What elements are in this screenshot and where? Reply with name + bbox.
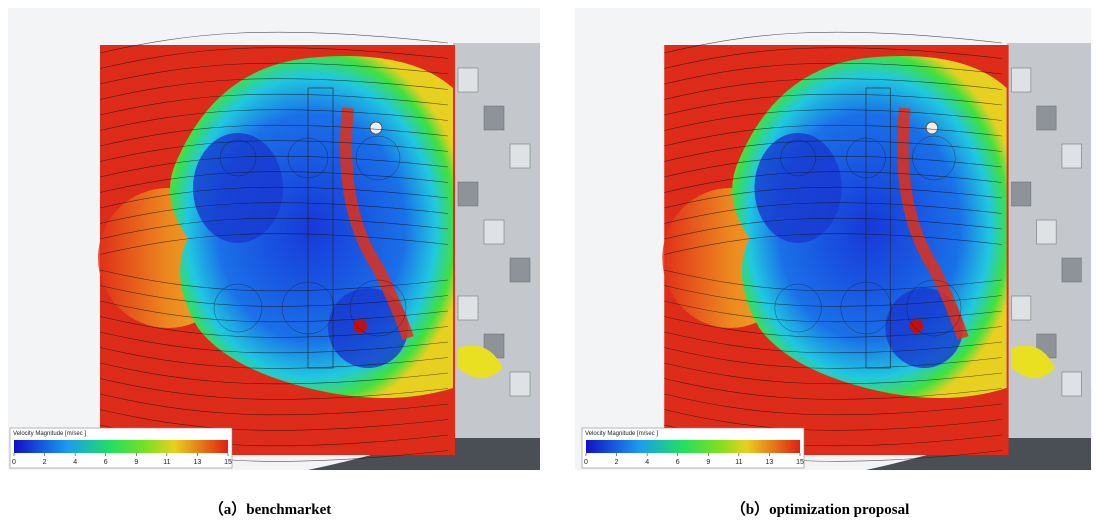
legend: Velocity Magnitude [m/sec ] 0 2 4 6 9 11 13 15 — [582, 428, 804, 468]
engine-part — [1062, 258, 1081, 282]
cfd-image — [8, 8, 540, 470]
engine-part — [1037, 106, 1056, 130]
engine-part — [458, 68, 478, 92]
cfd-image — [575, 8, 1091, 470]
engine-part — [458, 182, 478, 206]
tick-label: 6 — [676, 459, 680, 466]
legend: Velocity Magnitude [m/sec ] 0 2 4 6 9 11 13 15 — [10, 428, 232, 468]
sensor — [370, 122, 382, 134]
tick-label: 9 — [134, 459, 138, 466]
color-bar — [586, 440, 800, 453]
tick-label: 0 — [12, 459, 16, 466]
tick-label: 15 — [796, 459, 804, 466]
figure: Velocity Magnitude [m/sec ] 0 2 4 6 9 11 13 15 （a… — [0, 0, 1096, 524]
engine-part — [510, 144, 530, 168]
tick-label: 13 — [194, 459, 202, 466]
engine-part — [484, 106, 504, 130]
engine-part — [1012, 68, 1031, 92]
engine-part — [1037, 220, 1056, 244]
legend-title: Velocity Magnitude [m/sec ] — [13, 431, 86, 437]
sensor — [353, 319, 367, 333]
tick-label: 2 — [615, 459, 619, 466]
engine-part — [1062, 372, 1081, 396]
panels: Velocity Magnitude [m/sec ] 0 2 4 6 9 11 13 15 （a… — [8, 8, 1091, 518]
color-bar — [14, 440, 228, 453]
tick-label: 13 — [766, 459, 774, 466]
sensor — [926, 122, 938, 134]
engine-part — [458, 296, 478, 320]
engine-part — [510, 372, 530, 396]
engine-part — [1012, 296, 1031, 320]
tick-label: 2 — [43, 459, 47, 466]
tick-label: 15 — [224, 459, 232, 466]
engine-part — [1062, 144, 1081, 168]
tick-label: 6 — [104, 459, 108, 466]
tick-label: 4 — [645, 459, 649, 466]
engine-part — [484, 220, 504, 244]
caption: （a）benchmarket — [209, 500, 332, 518]
engine-part — [1012, 182, 1031, 206]
sensor — [910, 319, 924, 333]
tick-label: 11 — [735, 459, 742, 466]
legend-title: Velocity Magnitude [m/sec ] — [585, 431, 658, 437]
tick-label: 0 — [584, 459, 588, 466]
tick-label: 4 — [73, 459, 77, 466]
caption: （b）optimization proposal — [731, 500, 910, 518]
tick-label: 9 — [706, 459, 710, 466]
tick-label: 11 — [163, 459, 170, 466]
engine-part — [510, 258, 530, 282]
